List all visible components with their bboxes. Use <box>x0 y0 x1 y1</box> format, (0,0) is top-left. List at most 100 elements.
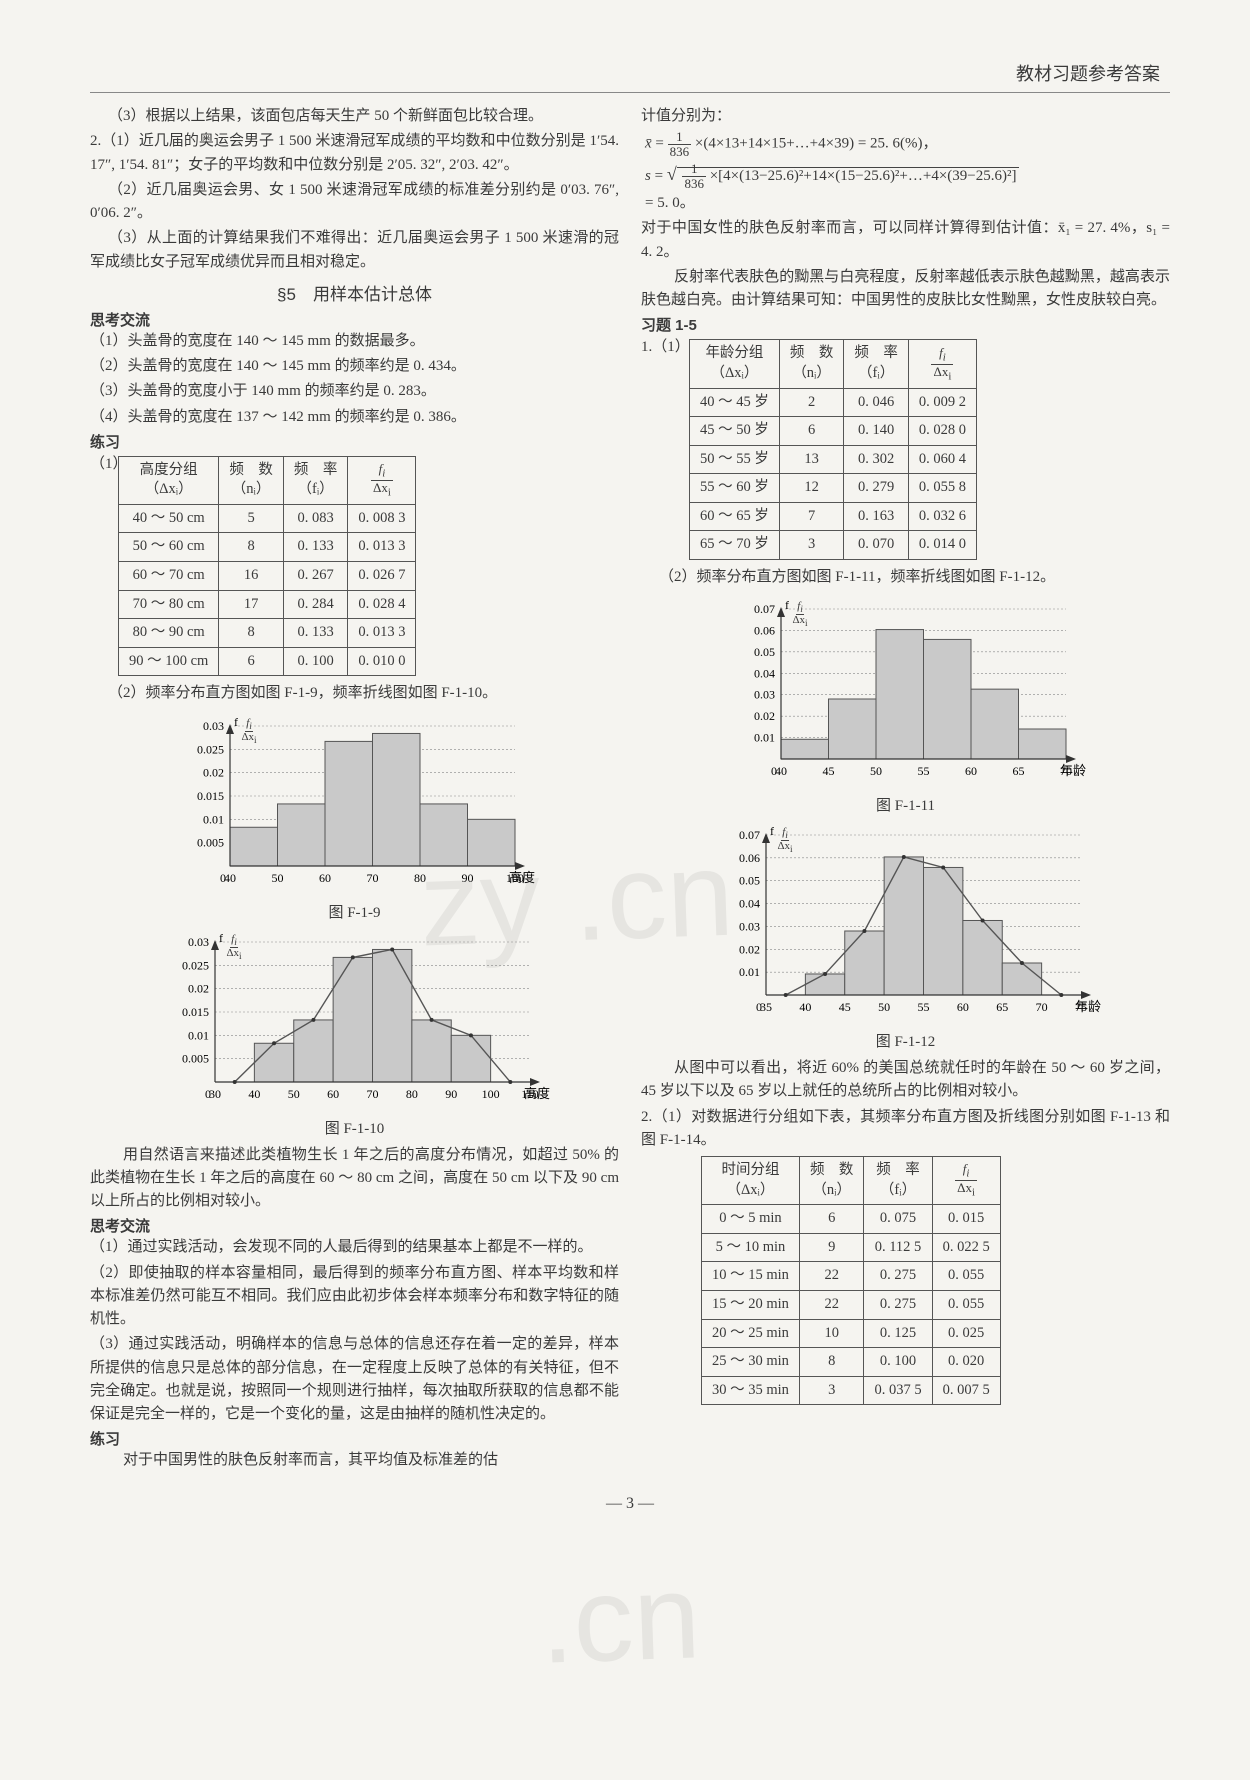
table-row: 90 ～ 100 cm60. 1000. 010 0 <box>119 647 416 676</box>
svg-text:40: 40 <box>799 1000 811 1014</box>
figure-f-1-9: 0.0050.010.0150.020.0250.034050607080901… <box>90 714 619 922</box>
figure-f-1-10: 0.0050.010.0150.020.0250.033040506070809… <box>90 930 619 1138</box>
svg-text:50: 50 <box>878 1000 890 1014</box>
col-header: 频 数（nᵢ） <box>799 1157 864 1205</box>
svg-text:60: 60 <box>327 1087 339 1101</box>
table-row: 55 ～ 60 岁120. 2790. 055 8 <box>690 474 977 503</box>
svg-text:0: 0 <box>220 871 226 885</box>
svg-text:40: 40 <box>248 1087 260 1101</box>
svg-text:0.02: 0.02 <box>203 765 224 779</box>
table-row: 25 ～ 30 min80. 1000. 020 <box>702 1348 1001 1377</box>
svg-text:100: 100 <box>481 1087 499 1101</box>
table-row: 45 ～ 50 岁60. 1400. 028 0 <box>690 417 977 446</box>
svg-text:0.03: 0.03 <box>188 935 209 949</box>
page-header: 教材习题参考答案 <box>90 60 1170 86</box>
text: 对于中国女性的肤色反射率而言，可以同样计算得到估计值：x̄₁ = 27. 4%，… <box>641 217 1170 264</box>
caption: 图 F-1-11 <box>641 794 1170 815</box>
text: （3）从上面的计算结果我们不难得出：近几届奥运会男子 1 500 米速滑的冠军成… <box>90 227 619 274</box>
text: （3）通过实践活动，明确样本的信息与总体的信息还存在着一定的差异，样本所提供的信… <box>90 1333 619 1426</box>
table-row: 30 ～ 35 min30. 037 50. 007 5 <box>702 1376 1001 1405</box>
svg-text:50: 50 <box>271 871 283 885</box>
svg-text:0.025: 0.025 <box>197 742 224 756</box>
svg-text:0.005: 0.005 <box>197 835 224 849</box>
svg-text:0.01: 0.01 <box>739 965 760 979</box>
svg-text:高度/cm: 高度/cm <box>524 1086 550 1101</box>
svg-text:0.01: 0.01 <box>188 1028 209 1042</box>
svg-text:45: 45 <box>838 1000 850 1014</box>
table-row: 80 ～ 90 cm80. 1330. 013 3 <box>119 619 416 648</box>
table-row: 10 ～ 15 min220. 2750. 055 <box>702 1262 1001 1291</box>
svg-text:50: 50 <box>870 764 882 778</box>
table-row: 60 ～ 70 cm160. 2670. 026 7 <box>119 562 416 591</box>
svg-text:0.03: 0.03 <box>203 719 224 733</box>
table-row: 50 ～ 55 岁130. 3020. 060 4 <box>690 445 977 474</box>
table-row: 70 ～ 80 cm170. 2840. 028 4 <box>119 590 416 619</box>
label: （1） <box>90 452 118 473</box>
text: 反射率代表肤色的黝黑与白亮程度，反射率越低表示肤色越黝黑，越高表示肤色越白亮。由… <box>641 266 1170 313</box>
svg-text:0.05: 0.05 <box>739 874 760 888</box>
figure-f-1-12: 0.010.020.030.040.050.060.07354045505560… <box>641 823 1170 1051</box>
table-row: 65 ～ 70 岁30. 0700. 014 0 <box>690 531 977 560</box>
col-header: 频 数（nᵢ） <box>779 340 844 388</box>
svg-text:60: 60 <box>956 1000 968 1014</box>
svg-text:0.02: 0.02 <box>754 709 775 723</box>
svg-text:0: 0 <box>756 1000 762 1014</box>
svg-text:50: 50 <box>287 1087 299 1101</box>
heading: 练习 <box>90 431 619 452</box>
svg-text:60: 60 <box>319 871 331 885</box>
table-row: 40 ～ 45 岁20. 0460. 009 2 <box>690 388 977 417</box>
svg-text:0.025: 0.025 <box>182 958 209 972</box>
text: （1）头盖骨的宽度在 140 ～ 145 mm 的数据最多。 <box>90 330 619 353</box>
svg-text:0.07: 0.07 <box>739 828 760 842</box>
svg-text:60: 60 <box>965 764 977 778</box>
text: 2.（1）近几届的奥运会男子 1 500 米速滑冠军成绩的平均数和中位数分别是 … <box>90 130 619 177</box>
col-header: 年龄分组（Δxᵢ） <box>690 340 780 388</box>
table-row: 0 ～ 5 min60. 0750. 015 <box>702 1205 1001 1234</box>
table-row: 60 ～ 65 岁70. 1630. 032 6 <box>690 502 977 531</box>
svg-text:0.01: 0.01 <box>203 812 224 826</box>
text: （2）头盖骨的宽度在 140 ～ 145 mm 的频率约是 0. 434。 <box>90 355 619 378</box>
svg-text:0.03: 0.03 <box>754 688 775 702</box>
heading: 练习 <box>90 1428 619 1449</box>
text: （4）头盖骨的宽度在 137 ～ 142 mm 的频率约是 0. 386。 <box>90 406 619 429</box>
svg-text:0.06: 0.06 <box>739 851 760 865</box>
text: （2）即使抽取的样本容量相同，最后得到的频率分布直方图、样本平均数和样本标准差仍… <box>90 1262 619 1332</box>
svg-text:0.01: 0.01 <box>754 731 775 745</box>
svg-text:年龄/岁: 年龄/岁 <box>1075 999 1101 1014</box>
svg-text:0.04: 0.04 <box>754 667 775 681</box>
svg-text:0.03: 0.03 <box>739 920 760 934</box>
section-title: §5 用样本估计总体 <box>90 280 619 305</box>
table-row: 20 ～ 25 min100. 1250. 025 <box>702 1319 1001 1348</box>
text: 从图中可以看出，将近 60% 的美国总统就任时的年龄在 50 ～ 60 岁之间，… <box>641 1057 1170 1104</box>
svg-text:0.015: 0.015 <box>197 789 224 803</box>
caption: 图 F-1-12 <box>641 1030 1170 1051</box>
svg-text:年龄/岁: 年龄/岁 <box>1060 763 1086 778</box>
col-header: fiΔxi <box>932 1157 1000 1205</box>
heading: 思考交流 <box>90 309 619 330</box>
svg-text:0: 0 <box>771 764 777 778</box>
svg-text:0.06: 0.06 <box>754 624 775 638</box>
col-header: 频 率（fᵢ） <box>864 1157 932 1205</box>
caption: 图 F-1-10 <box>90 1117 619 1138</box>
svg-text:0.05: 0.05 <box>754 645 775 659</box>
page-number: — 3 — <box>90 1495 1170 1513</box>
heading: 思考交流 <box>90 1215 619 1236</box>
equation: = 5. 0。 <box>641 192 1170 215</box>
svg-text:0.07: 0.07 <box>754 602 775 616</box>
text: （2）频率分布直方图如图 F-1-11，频率折线图如图 F-1-12。 <box>641 566 1170 589</box>
right-column: 计值分别为： x̄ = 1836 ×(4×13+14×15+…+4×39) = … <box>641 105 1170 1475</box>
col-header: 时间分组（Δxᵢ） <box>702 1157 800 1205</box>
heading: 习题 1-5 <box>641 314 1170 335</box>
col-header: fiΔxi <box>348 456 416 504</box>
label: 1.（1） <box>641 335 689 356</box>
text: 2.（1）对数据进行分组如下表，其频率分布直方图及折线图分别如图 F-1-13 … <box>641 1106 1170 1153</box>
svg-text:65: 65 <box>996 1000 1008 1014</box>
svg-text:90: 90 <box>461 871 473 885</box>
svg-text:0.04: 0.04 <box>739 897 760 911</box>
col-header: 频 率（fᵢ） <box>844 340 909 388</box>
svg-text:高度/cm: 高度/cm <box>509 870 535 885</box>
watermark: .cn <box>538 1547 703 1691</box>
svg-text:65: 65 <box>1012 764 1024 778</box>
text: （2）频率分布直方图如图 F-1-9，频率折线图如图 F-1-10。 <box>90 682 619 705</box>
table-1: 高度分组（Δxᵢ）频 数（nᵢ）频 率（fᵢ）fiΔxi40 ～ 50 cm50… <box>118 456 416 677</box>
